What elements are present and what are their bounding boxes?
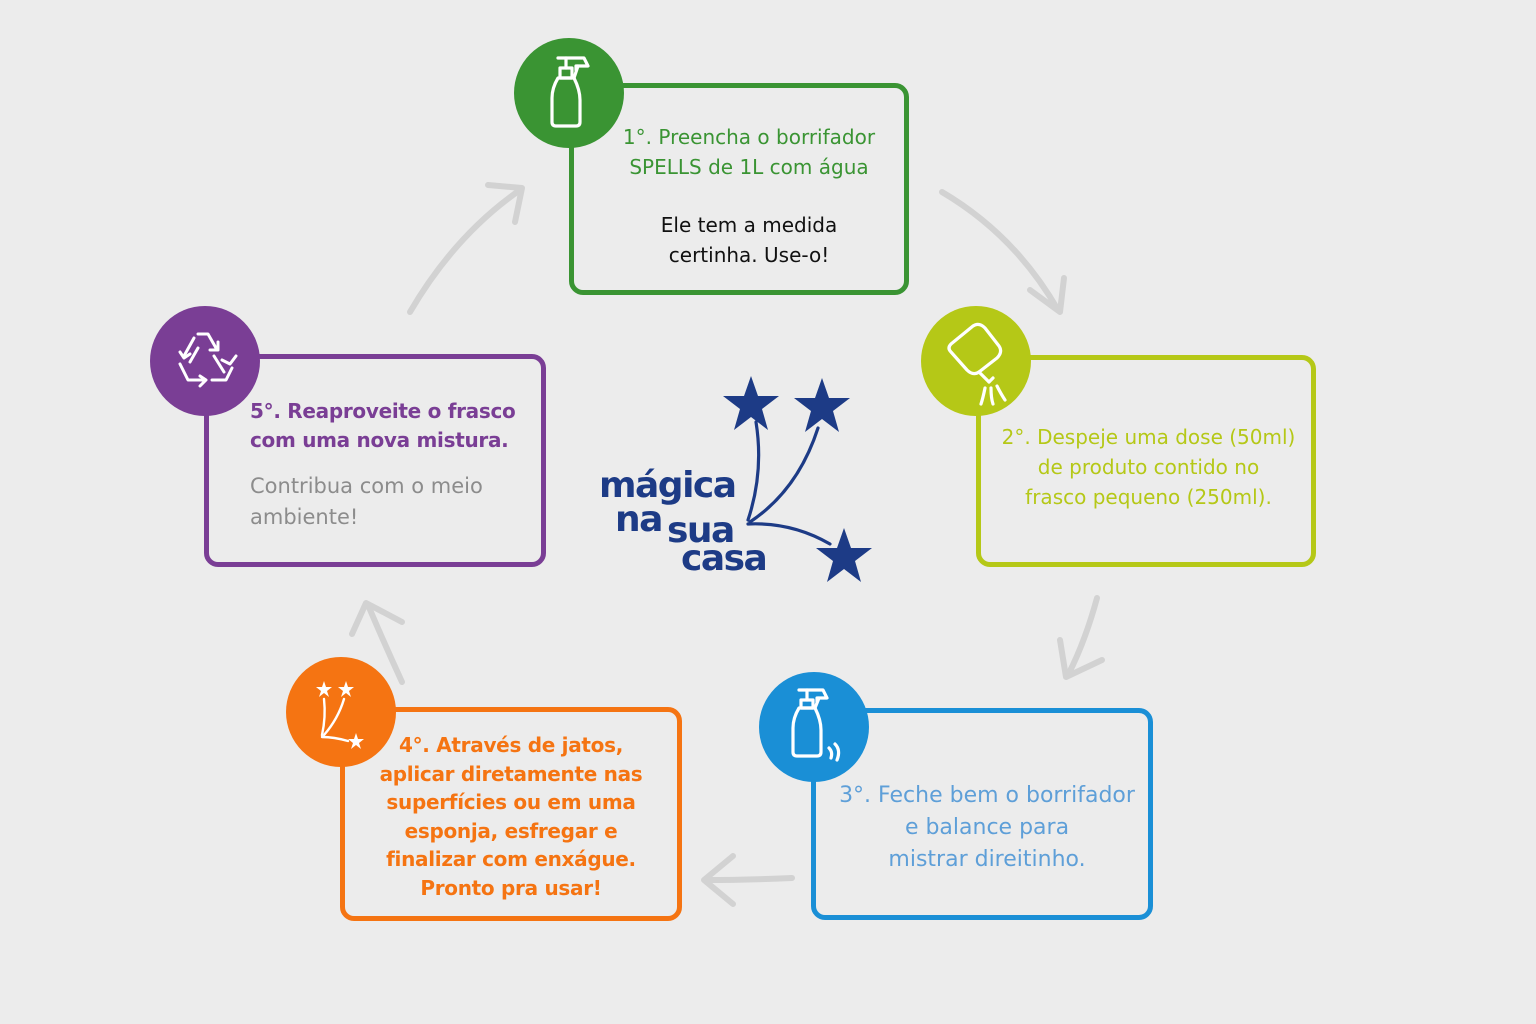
step2-box <box>976 355 1316 567</box>
arrow-step4-to-step5-head <box>349 600 405 637</box>
logo-stars-icon <box>723 376 872 582</box>
arrow-step4-to-step5 <box>365 602 405 685</box>
step3-box <box>811 708 1153 920</box>
step5-badge <box>150 306 260 416</box>
arrow-step3-to-step4-head <box>701 853 736 907</box>
logo-word-na: na <box>615 499 663 540</box>
step5-note: Contribua com o meio ambiente! <box>250 474 483 529</box>
step4-badge <box>286 657 396 767</box>
step4-instruction: 4°. Através de jatos, aplicar diretament… <box>379 733 643 900</box>
sparkle-stars-icon <box>316 681 364 749</box>
step2-badge <box>921 306 1031 416</box>
arrow-step2-to-step3-head <box>1057 637 1105 680</box>
logo-word-casa: casa <box>681 538 768 579</box>
step1-box <box>569 83 909 295</box>
arrow-step1-to-step2-head <box>1027 275 1067 315</box>
spray-bottle-icon <box>550 56 590 128</box>
step1-instruction: 1°. Preencha o borrifador SPELLS de 1L c… <box>622 125 876 179</box>
step3-instruction: 3°. Feche bem o borrifador e balance par… <box>839 783 1135 872</box>
arrow-step1-to-step2 <box>939 189 1061 313</box>
step1-note: Ele tem a medida certinha. Use-o! <box>660 213 838 267</box>
magica-na-sua-casa-logo: mágica na sua casa <box>596 372 876 582</box>
arrow-step5-to-step1 <box>407 187 523 315</box>
step4-box <box>340 707 682 921</box>
step1-badge <box>514 38 624 148</box>
recycle-icon <box>178 332 238 388</box>
step5-box <box>204 354 546 567</box>
step3-badge <box>759 672 869 782</box>
logo-word-sua: sua <box>667 510 735 551</box>
arrow-step5-to-step1-head <box>485 182 525 225</box>
step2-instruction: 2°. Despeje uma dose (50ml) de produto c… <box>1001 425 1296 509</box>
pouring-bottle-icon <box>947 322 1007 406</box>
arrow-step3-to-step4 <box>702 875 795 883</box>
logo-word-magica: mágica <box>599 465 737 506</box>
arrow-step2-to-step3 <box>1065 595 1100 678</box>
step5-instruction: 5°. Reaproveite o frasco com uma nova mi… <box>250 399 516 452</box>
shaking-spray-bottle-icon <box>791 688 841 762</box>
